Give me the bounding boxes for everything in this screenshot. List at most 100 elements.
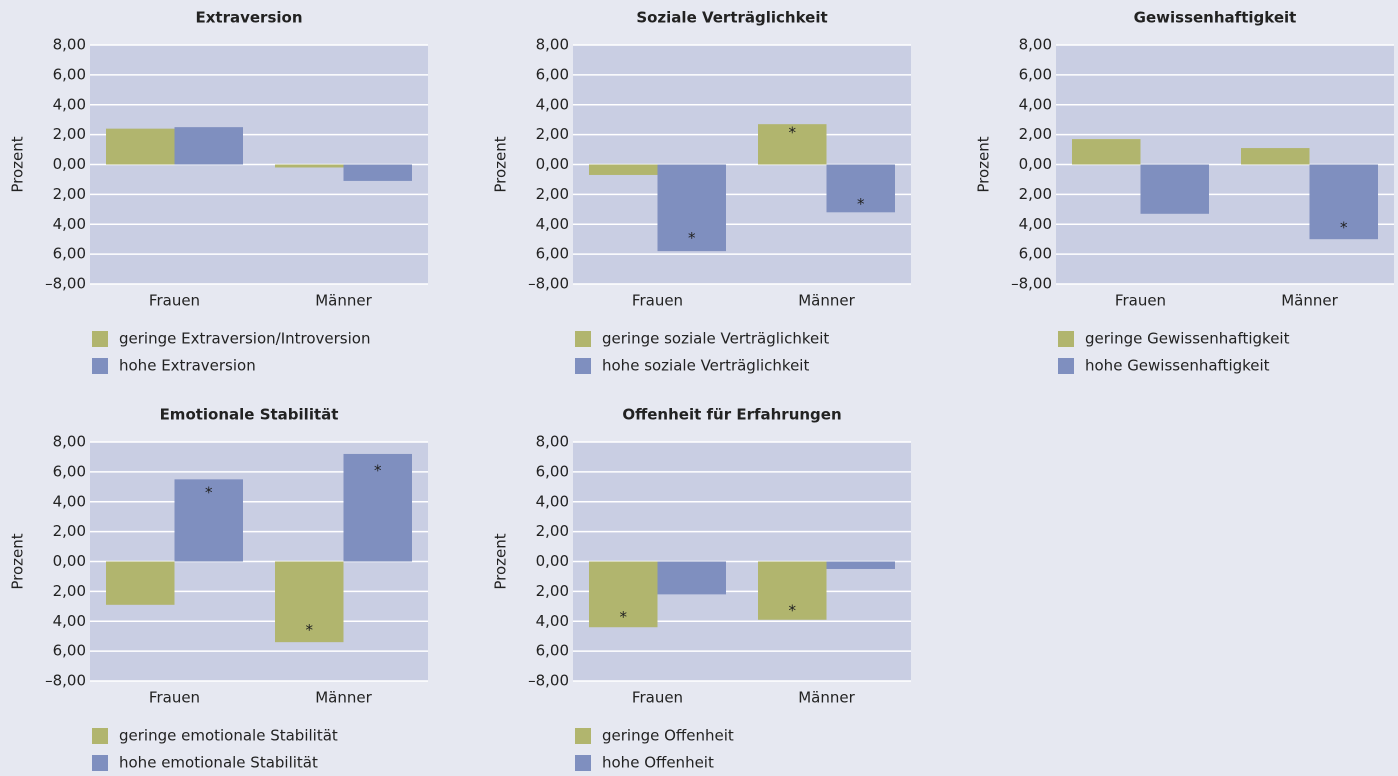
y-tick-label: 8,00: [53, 433, 86, 451]
legend-label: hohe Offenheit: [602, 754, 714, 772]
y-axis-label: Prozent: [975, 136, 993, 192]
legend-label: geringe emotionale Stabilität: [119, 727, 338, 745]
bar: [1072, 139, 1141, 165]
significance-marker: *: [205, 484, 213, 502]
bar: [589, 164, 658, 175]
bar: [174, 127, 243, 165]
y-tick-label: 2,00: [536, 582, 569, 600]
chart-title: Soziale Verträglichkeit: [636, 9, 827, 27]
y-tick-label: 8,00: [536, 36, 569, 54]
chart: Offenheit für Erfahrungen Prozent 8,00 6,00…: [492, 406, 911, 772]
y-tick-label: 4,00: [53, 492, 86, 510]
y-tick-label: 2,00: [53, 125, 86, 143]
y-tick-label: 4,00: [53, 612, 86, 630]
legend-swatch: [1058, 331, 1074, 347]
bar: [826, 164, 895, 213]
legend-swatch: [575, 728, 591, 744]
legend-label: hohe emotionale Stabilität: [119, 754, 318, 772]
y-tick-label: 4,00: [53, 215, 86, 233]
y-tick-label: 8,00: [53, 36, 86, 54]
bar: [275, 164, 344, 168]
chart: Soziale Verträglichkeit Prozent 8,00 6,00 4,…: [492, 9, 911, 375]
y-axis-label: Prozent: [492, 136, 510, 192]
y-tick-label: 2,00: [536, 185, 569, 203]
y-tick-label: –8,00: [528, 672, 569, 690]
bar: [343, 164, 412, 181]
y-tick-label: 4,00: [536, 612, 569, 630]
chart: Emotionale Stabilität Prozent 8,00 6,00 4,00…: [9, 406, 428, 772]
bar: [106, 128, 175, 165]
y-tick-label: 2,00: [536, 522, 569, 540]
bar: [1241, 148, 1310, 165]
y-tick-label: 0,00: [1019, 155, 1052, 173]
x-tick-label: Frauen: [632, 292, 683, 310]
y-tick-label: 2,00: [1019, 185, 1052, 203]
chart-title: Emotionale Stabilität: [160, 406, 339, 424]
y-tick-label: –8,00: [45, 275, 86, 293]
significance-marker: *: [789, 601, 797, 619]
significance-marker: *: [857, 195, 865, 213]
legend-swatch: [92, 331, 108, 347]
bar: [826, 561, 895, 569]
x-tick-label: Männer: [315, 292, 372, 310]
y-tick-label: 4,00: [1019, 215, 1052, 233]
y-tick-label: 2,00: [53, 582, 86, 600]
y-tick-label: 0,00: [536, 155, 569, 173]
legend-label: hohe Extraversion: [119, 357, 256, 375]
bar: [174, 479, 243, 562]
chart-title: Extraversion: [195, 9, 302, 27]
y-tick-label: –8,00: [528, 275, 569, 293]
bar: [343, 453, 412, 562]
legend-label: hohe Gewissenhaftigkeit: [1085, 357, 1270, 375]
bar: [1140, 164, 1209, 214]
y-tick-label: 0,00: [53, 552, 86, 570]
legend-label: geringe soziale Verträglichkeit: [602, 330, 829, 348]
bar: [657, 561, 726, 595]
x-tick-label: Männer: [315, 689, 372, 707]
chart-title: Offenheit für Erfahrungen: [622, 406, 841, 424]
y-tick-label: 2,00: [53, 185, 86, 203]
legend-swatch: [575, 755, 591, 771]
legend-swatch: [92, 358, 108, 374]
x-tick-label: Frauen: [149, 689, 200, 707]
y-tick-label: 2,00: [53, 522, 86, 540]
chart: Gewissenhaftigkeit Prozent 8,00 6,00 4,00 2,0…: [975, 9, 1394, 375]
significance-marker: *: [620, 608, 628, 626]
legend-label: geringe Offenheit: [602, 727, 734, 745]
y-tick-label: 4,00: [536, 492, 569, 510]
y-tick-label: 0,00: [53, 155, 86, 173]
y-tick-label: 0,00: [536, 552, 569, 570]
y-tick-label: 8,00: [1019, 36, 1052, 54]
y-tick-label: 6,00: [53, 462, 86, 480]
y-axis-label: Prozent: [9, 136, 27, 192]
y-tick-label: 2,00: [536, 125, 569, 143]
y-tick-label: 4,00: [536, 215, 569, 233]
y-tick-label: 4,00: [536, 95, 569, 113]
y-tick-label: 6,00: [53, 642, 86, 660]
bar: [1309, 164, 1378, 240]
x-tick-label: Männer: [798, 292, 855, 310]
bar: [758, 561, 827, 620]
significance-marker: *: [1340, 219, 1348, 237]
bar: [589, 561, 658, 628]
y-tick-label: 4,00: [1019, 95, 1052, 113]
bar: [106, 561, 175, 605]
legend-swatch: [92, 728, 108, 744]
y-tick-label: 6,00: [536, 462, 569, 480]
y-tick-label: 6,00: [536, 65, 569, 83]
x-tick-label: Frauen: [149, 292, 200, 310]
y-tick-label: 6,00: [536, 245, 569, 263]
y-tick-label: 6,00: [536, 642, 569, 660]
y-tick-label: 2,00: [1019, 125, 1052, 143]
y-tick-label: 6,00: [1019, 245, 1052, 263]
significance-marker: *: [688, 229, 696, 247]
legend-swatch: [1058, 358, 1074, 374]
x-tick-label: Männer: [798, 689, 855, 707]
y-tick-label: 6,00: [1019, 65, 1052, 83]
x-tick-label: Frauen: [632, 689, 683, 707]
bar: [275, 561, 344, 643]
y-tick-label: 4,00: [53, 95, 86, 113]
legend-label: geringe Gewissenhaftigkeit: [1085, 330, 1290, 348]
chart-title: Gewissenhaftigkeit: [1134, 9, 1297, 27]
